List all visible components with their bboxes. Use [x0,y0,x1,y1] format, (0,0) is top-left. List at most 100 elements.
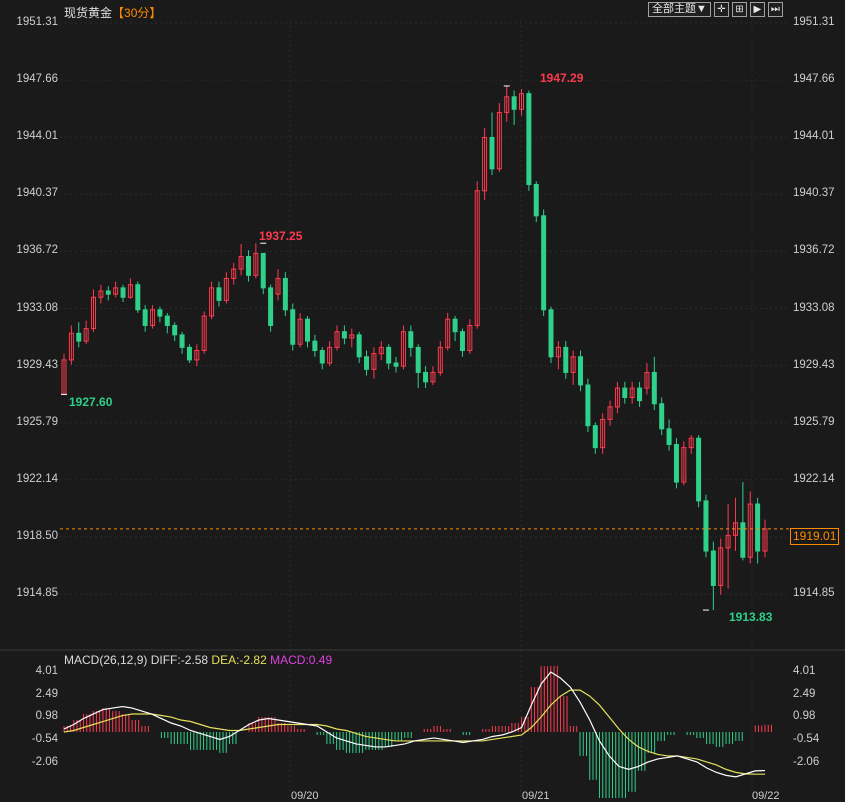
candle-body [755,503,761,552]
candle-body [400,331,406,367]
macd-histogram [63,665,772,798]
candle-body [98,290,104,298]
price-tick-label: 1936.72 [793,244,835,257]
price-tick-label: 1914.85 [793,587,835,599]
candle-body [150,309,156,326]
candle-body [223,277,229,301]
candle-body [703,500,709,552]
high-peak-label: 1947.29 [540,71,584,85]
price-tick-label: 1951.31 [793,16,835,28]
candle-body [563,346,569,373]
candle-body [504,96,510,113]
price-tick-label: 1933.08 [793,301,835,314]
theme-dropdown-button[interactable]: 全部主题▼ [648,2,711,17]
date-label: 09/20 [291,790,319,802]
candle-body [378,346,384,355]
candle-body [533,183,539,217]
candle-body [172,324,178,336]
candle-body [555,346,561,358]
candle-body [541,215,547,311]
price-tick-label: 1940.37 [793,187,835,200]
price-tick-label: 1929.43 [16,358,58,371]
chart-grid [0,20,845,798]
price-tick-label: 1951.31 [16,16,58,28]
candle-body [364,356,370,370]
current-price-tag: 1919.01 [790,528,840,545]
date-label: 09/21 [522,790,550,802]
macd-tick-label: 2.49 [793,687,816,700]
candle-body [327,346,333,364]
candle-body [120,287,126,298]
macd-value: MACD:0.49 [270,653,333,667]
price-tick-label: 1922.14 [793,472,835,485]
candle-body [127,284,133,298]
candle-body [282,277,288,311]
candle-body [245,256,251,276]
crosshair-icon[interactable]: ✛ [713,2,729,17]
candle-body [659,403,665,430]
candle-body [179,334,185,348]
candle-body [710,550,716,586]
price-tick-label: 1936.72 [16,244,58,257]
candle-body [518,93,524,110]
candle-body [688,437,694,449]
chart-toolbar: 全部主题▼ ✛ ⊞ ▶ ⏭ [648,2,783,18]
candle-body [371,353,377,370]
macd-legend: MACD(26,12,9) DIFF:-2.58 DEA:-2.82 MACD:… [64,653,332,667]
candle-body [408,331,414,348]
candle-body [474,190,480,326]
candle-body [415,346,421,373]
candle-body [194,350,200,361]
candle-body [666,428,672,445]
candle-body [592,425,598,449]
candle-body [430,371,436,383]
candle-body [651,371,657,405]
candle-body [186,346,192,361]
candle-body [622,387,628,399]
candlestick-series [61,85,768,611]
candle-body [268,287,274,326]
candle-body [496,111,502,170]
candle-body [105,290,111,295]
date-label: 09/22 [752,790,780,802]
low-start-label: 1927.60 [69,395,113,409]
timeframe-label[interactable]: 【30分】 [112,6,162,20]
candle-body [393,362,399,367]
candle-body [585,384,591,427]
price-tick-label: 1925.79 [793,415,835,428]
candle-body [216,287,222,301]
candle-body [253,252,259,276]
candle-body [142,309,148,326]
candle-body [673,443,679,483]
dea-value: DEA:-2.82 [211,653,267,667]
candle-body [231,268,237,279]
candle-body [445,318,451,348]
candle-body [629,387,635,399]
price-tick-label: 1918.50 [16,529,58,542]
candle-body [334,331,340,348]
fit-right-icon[interactable]: ▶ [749,2,765,17]
candle-body [681,447,687,483]
candle-body [740,522,746,558]
price-tick-label: 1947.66 [793,73,835,86]
candle-body [135,284,141,311]
zoom-in-icon[interactable]: ⊞ [731,2,747,17]
candle-body [356,334,362,358]
candle-body [68,332,74,361]
candle-body [482,136,488,192]
candle-body [644,371,650,389]
candle-body [83,328,89,342]
macd-tick-label: 0.98 [35,710,58,723]
candle-body [570,356,576,373]
candle-body [164,315,170,326]
scroll-end-icon[interactable]: ⏭ [767,2,783,17]
candle-body [607,406,613,420]
instrument-title: 现货黄金【30分】 [64,4,161,21]
candle-body [290,309,296,345]
macd-tick-label: 4.01 [35,665,58,677]
price-tick-label: 1944.01 [793,130,835,143]
candle-body [725,534,731,549]
candle-body [600,418,606,449]
candle-body [386,346,392,364]
